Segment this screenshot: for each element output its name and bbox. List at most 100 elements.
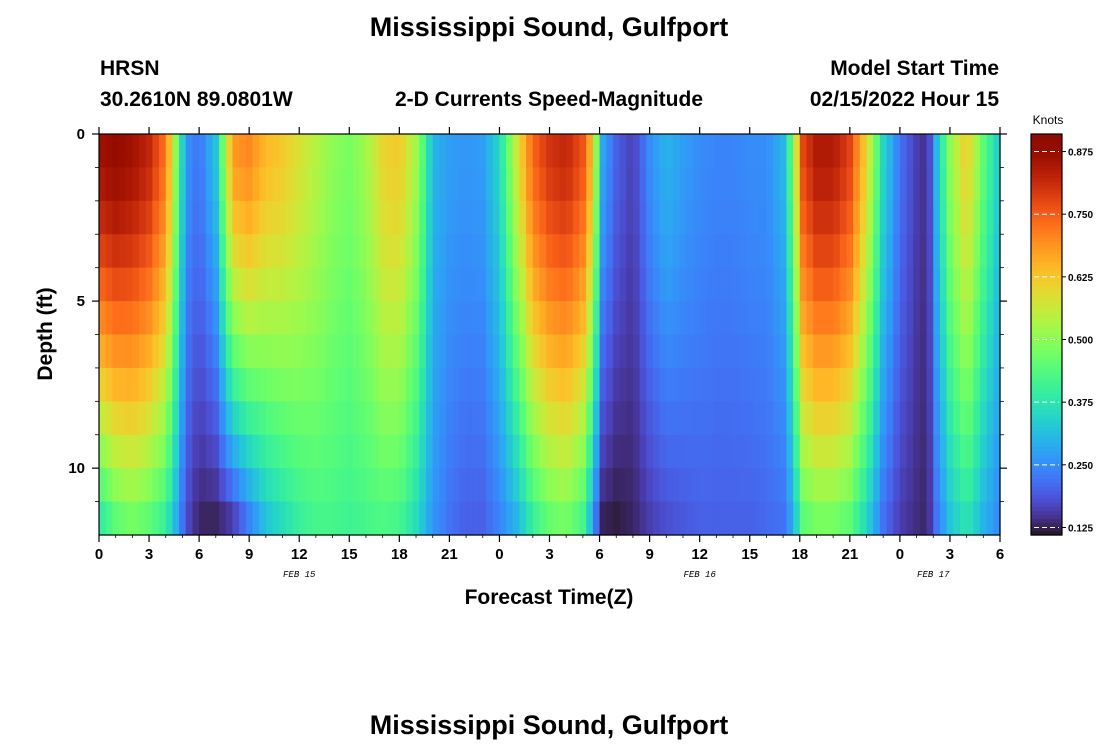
heatmap-cell xyxy=(512,267,521,302)
heatmap-cell xyxy=(759,301,767,336)
heatmap-cell xyxy=(319,234,327,269)
heatmap-cell xyxy=(272,167,280,202)
heatmap-cell xyxy=(893,200,901,235)
heatmap-cell xyxy=(672,134,681,169)
heatmap-cell xyxy=(119,367,127,402)
heatmap-cell xyxy=(205,200,214,235)
heatmap-cell xyxy=(739,200,747,235)
heatmap-cell xyxy=(766,134,774,169)
heatmap-cell xyxy=(312,234,320,269)
heatmap-cell xyxy=(279,167,287,202)
heatmap-cell xyxy=(105,434,113,469)
heatmap-cell xyxy=(632,200,641,235)
heatmap-cell xyxy=(652,234,661,269)
heatmap-cell xyxy=(626,367,634,402)
heatmap-cell xyxy=(152,501,160,536)
heatmap-cell xyxy=(746,367,754,402)
heatmap-cell xyxy=(532,134,541,169)
heatmap-cell xyxy=(879,401,888,436)
heatmap-cell xyxy=(766,200,774,235)
heatmap-cell xyxy=(626,167,634,202)
heatmap-cell xyxy=(152,367,160,402)
heatmap-cell xyxy=(579,501,587,536)
heatmap-cell xyxy=(733,334,741,369)
heatmap-cell xyxy=(459,134,467,169)
heatmap-cell xyxy=(666,301,674,336)
heatmap-cell xyxy=(859,401,868,436)
heatmap-cell xyxy=(959,401,968,436)
heatmap-cell xyxy=(245,501,254,536)
heatmap-cell xyxy=(753,134,761,169)
heatmap-cell xyxy=(639,267,647,302)
heatmap-cell xyxy=(466,434,474,469)
heatmap-cell xyxy=(499,434,507,469)
heatmap-cell xyxy=(632,301,641,336)
heatmap-cell xyxy=(759,167,767,202)
heatmap-cell xyxy=(839,434,848,469)
x-tick-label: 12 xyxy=(691,546,708,563)
heatmap-cell xyxy=(446,367,454,402)
heatmap-cell xyxy=(285,334,294,369)
heatmap-cell xyxy=(833,134,841,169)
heatmap-cell xyxy=(726,200,734,235)
heatmap-cell xyxy=(552,267,561,302)
heatmap-cell xyxy=(352,334,360,369)
heatmap-cell xyxy=(773,267,781,302)
heatmap-cell xyxy=(379,134,387,169)
heatmap-cell xyxy=(472,301,481,336)
heatmap-cell xyxy=(959,434,968,469)
heatmap-cell xyxy=(993,434,1001,469)
heatmap-cell xyxy=(799,234,808,269)
heatmap-cell xyxy=(652,301,661,336)
heatmap-cell xyxy=(853,200,861,235)
heatmap-cell xyxy=(919,501,928,536)
heatmap-cell xyxy=(953,167,961,202)
heatmap-cell xyxy=(272,301,280,336)
heatmap-cell xyxy=(345,134,354,169)
heatmap-cell xyxy=(586,501,594,536)
heatmap-cell xyxy=(245,267,254,302)
colorbar-segment xyxy=(1031,410,1062,416)
heatmap-cell xyxy=(926,501,934,536)
heatmap-cell xyxy=(839,501,848,536)
heatmap-cell xyxy=(726,301,734,336)
heatmap-cell xyxy=(365,501,374,536)
heatmap-cell xyxy=(219,434,227,469)
heatmap-cell xyxy=(232,501,240,536)
heatmap-cell xyxy=(172,167,180,202)
heatmap-cell xyxy=(159,468,167,503)
heatmap-cell xyxy=(866,401,874,436)
heatmap-cell xyxy=(592,301,601,336)
heatmap-cell xyxy=(933,267,941,302)
heatmap-cell xyxy=(325,200,334,235)
heatmap-cell xyxy=(986,267,994,302)
heatmap-cell xyxy=(539,367,547,402)
heatmap-cell xyxy=(519,301,527,336)
heatmap-cell xyxy=(686,200,694,235)
heatmap-cell xyxy=(859,267,868,302)
heatmap-cell xyxy=(973,468,981,503)
heatmap-cell xyxy=(112,401,120,436)
heatmap-cell xyxy=(452,334,460,369)
heatmap-cell xyxy=(819,468,828,503)
colorbar-segment xyxy=(1031,266,1062,271)
heatmap-cell xyxy=(859,501,868,536)
heatmap-cell xyxy=(692,134,701,169)
heatmap-cell xyxy=(225,134,234,169)
heatmap-cell xyxy=(319,367,327,402)
heatmap-cell xyxy=(225,334,234,369)
heatmap-cell xyxy=(392,301,400,336)
heatmap-cell xyxy=(125,434,133,469)
heatmap-cell xyxy=(866,234,874,269)
heatmap-cell xyxy=(112,167,120,202)
heatmap-cell xyxy=(325,468,334,503)
heatmap-cell xyxy=(819,301,828,336)
heatmap-cell xyxy=(699,134,707,169)
heatmap-cell xyxy=(446,434,454,469)
colorbar-segment xyxy=(1031,398,1062,404)
heatmap-cell xyxy=(699,367,707,402)
heatmap-cell xyxy=(939,167,948,202)
heatmap-cell xyxy=(719,267,727,302)
heatmap-cell xyxy=(406,301,414,336)
heatmap-cell xyxy=(699,234,707,269)
